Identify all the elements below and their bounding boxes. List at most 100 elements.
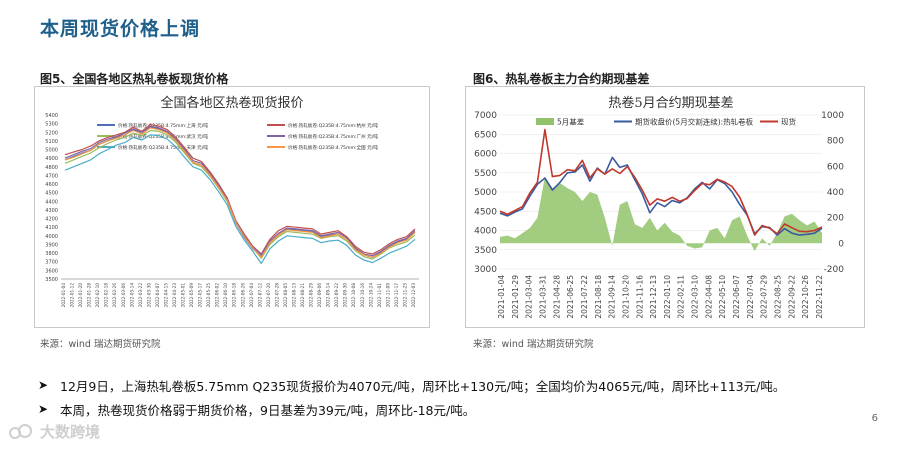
y-tick-label: 4400 [45,199,58,205]
y-tick-label: 5000 [474,188,497,198]
x-tick-label: 2022-08-29 [309,283,314,308]
x-tick-label: 2022-05-01 [181,283,186,308]
y-tick-label: 5300 [45,122,58,128]
right-chart-frame: 热卷5月合约期现基差 3000 3500 4000 4500 5000 5500 6000 65… [465,86,865,328]
x-tick-label: 2022-06-02 [215,283,220,308]
y2-tick-label: 800 [827,137,844,147]
bullet-item: ➤ 12月9日，上海热轧卷板5.75mm Q235现货报价为4070元/吨，周环… [38,373,785,397]
y-tick-label: 4800 [45,165,58,171]
x-tick-label: 2022-06-10 [223,283,228,308]
x-tick-label: 2021-10-20 [621,275,630,319]
legend-label: 价格:热轧板卷:Q235B:4.75mm:上海 元/吨 [118,122,208,129]
x-tick-label: 2022-02-11 [677,275,686,319]
x-tick-label: 2022-09-30 [343,283,348,308]
watermark-logo-icon [9,423,32,439]
x-tick-label: 2022-05-09 [189,283,194,308]
x-tick-label: 2021-08-18 [594,275,603,319]
x-tick-label: 2022-06-26 [240,283,245,308]
legend-label: 价格:热轧板卷:Q235B:4.75mm:武汉 元/吨 [118,133,208,140]
bullet-item: ➤ 本周，热卷现货价格弱于期货价格，9日基差为39元/吨，周环比-18元/吨。 [38,397,785,421]
x-tick-label: 2021-01-29 [511,275,520,319]
y-tick-label: 3900 [45,242,58,248]
x-tick-label: 2022-07-12 [257,283,262,308]
x-tick-label: 2022-09-22 [787,275,796,319]
x-tick-label: 2022-03-22 [138,283,143,308]
x-tick-label: 2022-04-23 [172,283,177,308]
y-tick-label: 3700 [45,260,58,266]
watermark: 大数跨境 [8,421,100,442]
y-tick-label: 4200 [45,217,58,223]
x-tick-label: 2022-07-29 [760,275,769,319]
arrow-bullet-icon: ➤ [38,402,49,416]
x-tick-label: 2021-07-22 [580,275,589,319]
y-tick-label: 5100 [45,139,58,145]
y-tick-label: 4300 [45,208,58,214]
legend-swatch [536,118,554,125]
x-tick-label: 2022-09-06 [317,283,322,308]
legend-label: 价格:热轧板卷:Q235B:4.75mm:杭州 元/吨 [288,122,378,129]
x-tick-label: 2022-01-04 [61,283,66,308]
y2-tick-label: 400 [827,188,844,198]
x-tick-label: 2021-03-31 [538,275,547,319]
x-tick-label: 2022-08-21 [300,283,305,308]
x-tick-label: 2022-07-20 [266,283,271,308]
y-tick-label: 3000 [474,265,497,275]
legend-label: 价格:热轧板卷:Q235B:4.75mm:天津 元/吨 [118,144,208,151]
arrow-bullet-icon: ➤ [38,378,49,392]
y-tick-label: 3800 [45,251,58,257]
x-tick-label: 2021-06-25 [566,275,575,319]
x-tick-label: 2022-01-20 [78,283,83,308]
y-tick-label: 6500 [474,130,497,140]
x-tick-label: 2022-10-26 [801,275,810,319]
watermark-text: 大数跨境 [40,423,101,441]
basis-area [500,176,822,251]
x-tick-label: 2022-10-08 [351,283,356,308]
x-tick-label: 2022-11-01 [377,283,382,308]
x-tick-label: 2021-09-14 [608,275,617,319]
x-tick-label: 2022-01-28 [87,283,92,308]
series-line [64,134,416,265]
x-tick-label: 2022-02-18 [104,283,109,308]
x-tick-label: 2022-05-10 [718,275,727,319]
legend-label: 价格:热轧板卷:Q235B:4.75mm:广州 元/吨 [288,133,378,140]
y2-tick-label: -200 [824,265,845,275]
legend-label: 现货 [781,117,796,127]
x-tick-label: 2022-07-04 [746,275,755,319]
y-tick-label: 4500 [45,191,58,197]
x-tick-label: 2022-06-18 [232,283,237,308]
x-tick-label: 2021-11-16 [635,275,644,319]
y-tick-label: 4700 [45,173,58,179]
y-tick-label: 4000 [45,234,58,240]
y-tick-label: 4500 [474,207,497,217]
series-line [64,127,416,258]
y-tick-label: 5500 [474,169,497,179]
y-tick-label: 4900 [45,156,58,162]
page-number: 6 [871,413,878,424]
y2-tick-label: 1000 [821,111,844,121]
x-tick-label: 2021-04-28 [552,275,561,319]
x-tick-label: 2021-03-04 [525,275,534,319]
right-figure-source: 来源：wind 瑞达期货研究院 [473,339,594,350]
x-tick-label: 2022-02-10 [95,283,100,308]
x-tick-label: 2022-07-28 [274,283,279,308]
x-tick-label: 2022-01-12 [70,283,75,308]
bullet-text: 12月9日，上海热轧卷板5.75mm Q235现货报价为4070元/吨，周环比+… [60,378,786,394]
slide-title: 本周现货价格上调 [40,18,201,40]
x-tick-label: 2022-05-17 [198,283,203,308]
x-tick-label: 2022-06-07 [732,275,741,319]
y-tick-label: 3500 [45,277,58,283]
x-tick-label: 2022-11-22 [815,275,824,319]
x-tick-label: 2022-12-03 [411,283,416,308]
x-tick-label: 2022-04-08 [704,275,713,319]
legend-label: 价格:热轧板卷:Q235B:4.75mm:全国 元/吨 [288,144,378,151]
x-tick-label: 2022-03-30 [146,283,151,308]
legend-label: 5月基差 [557,117,585,127]
x-tick-label: 2022-03-10 [691,275,700,319]
y-tick-label: 3600 [45,268,58,274]
y-tick-label: 3500 [474,246,497,256]
x-tick-label: 2022-01-10 [663,275,672,319]
right-figure-caption: 图6、热轧卷板主力合约期现基差 [473,72,650,86]
x-tick-label: 2022-11-17 [394,283,399,308]
x-tick-label: 2022-08-05 [283,283,288,308]
y2-tick-label: 200 [827,214,844,224]
